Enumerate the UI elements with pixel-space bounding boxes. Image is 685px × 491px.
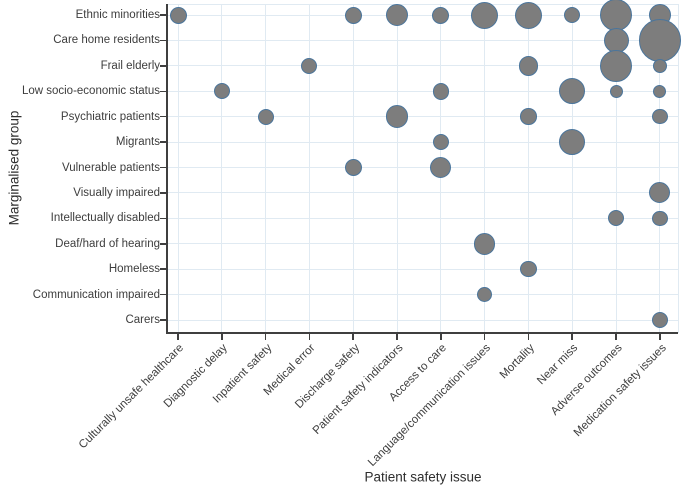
- bubble: [301, 57, 318, 74]
- bubble: [213, 83, 230, 100]
- bubble: [608, 210, 624, 227]
- h-gridline: [168, 192, 678, 194]
- h-gridline: [168, 14, 678, 16]
- bubble: [344, 6, 362, 24]
- y-tick-label: Low socio-economic status: [21, 85, 160, 98]
- y-tick: [160, 39, 166, 42]
- bubble: [652, 210, 668, 227]
- y-tick-label: Psychiatric patients: [60, 110, 160, 123]
- x-axis-line: [166, 332, 678, 334]
- y-tick: [160, 243, 166, 245]
- y-tick: [160, 14, 166, 16]
- x-axis-title: Patient safety issue: [364, 469, 482, 485]
- x-tick-label: Near miss: [535, 342, 581, 388]
- h-gridline: [168, 167, 678, 169]
- y-tick-label: Ethnic minorities: [75, 8, 160, 21]
- x-tick: [177, 334, 179, 340]
- bubble: [344, 159, 362, 177]
- x-tick: [352, 334, 354, 340]
- y-tick: [160, 90, 166, 92]
- x-tick-label: Mortality: [497, 342, 537, 382]
- x-tick: [571, 334, 573, 340]
- y-tick-label: Vulnerable patients: [61, 161, 160, 174]
- h-gridline: [168, 217, 678, 219]
- bubble: [430, 157, 452, 179]
- y-axis-line: [166, 4, 168, 334]
- bubble: [476, 286, 493, 303]
- bubble: [638, 19, 682, 62]
- bubble: [385, 105, 409, 128]
- x-tick: [396, 334, 398, 340]
- bubble: [432, 133, 450, 151]
- x-tick: [483, 334, 486, 340]
- y-tick: [160, 192, 166, 194]
- h-gridline: [168, 39, 678, 41]
- h-gridline: [168, 141, 678, 143]
- y-tick-label: Migrants: [115, 135, 160, 148]
- plot-area: [168, 4, 679, 333]
- bubble: [559, 78, 586, 105]
- y-tick-label: Visually impaired: [73, 186, 160, 199]
- x-tick: [221, 334, 223, 340]
- y-tick: [160, 65, 166, 67]
- y-axis-title: Marginalised group: [6, 110, 22, 226]
- y-tick-label: Intellectually disabled: [50, 212, 160, 225]
- y-tick: [160, 166, 166, 169]
- x-tick: [308, 334, 311, 340]
- x-tick: [264, 334, 267, 340]
- x-tick-label: Medication safety issues: [571, 342, 669, 440]
- bubble: [652, 108, 668, 125]
- bubble: [432, 82, 450, 100]
- bubble: [609, 84, 623, 98]
- bubble: [432, 6, 450, 24]
- y-tick: [160, 141, 166, 143]
- bubble: [520, 260, 537, 278]
- y-tick: [160, 217, 166, 220]
- y-tick-label: Frail elderly: [100, 59, 160, 72]
- y-tick: [160, 268, 166, 270]
- y-tick-label: Carers: [125, 313, 160, 326]
- bubble: [257, 108, 274, 125]
- x-tick: [615, 334, 617, 340]
- x-tick: [659, 334, 661, 340]
- h-gridline: [168, 116, 678, 118]
- y-tick: [160, 293, 166, 296]
- bubble: [518, 56, 539, 76]
- bubble: [600, 49, 632, 82]
- x-tick: [440, 334, 442, 340]
- bubble: [651, 311, 669, 329]
- bubble: [169, 6, 187, 24]
- bubble: [603, 27, 629, 53]
- h-gridline: [168, 90, 678, 92]
- y-tick: [160, 115, 166, 118]
- h-gridline: [168, 294, 678, 296]
- h-gridline: [168, 243, 678, 245]
- bubble: [649, 182, 671, 204]
- bubble: [564, 7, 581, 23]
- y-tick-label: Homeless: [108, 262, 160, 275]
- y-tick-label: Care home residents: [53, 34, 160, 47]
- h-gridline: [168, 268, 678, 270]
- y-tick-label: Deaf/hard of hearing: [55, 237, 160, 250]
- bubble: [473, 232, 496, 255]
- x-tick: [527, 334, 530, 340]
- bubble: [559, 129, 586, 156]
- y-tick: [160, 319, 166, 321]
- h-gridline: [168, 65, 678, 67]
- bubble: [386, 4, 408, 26]
- bubble: [653, 84, 667, 98]
- bubble: [652, 58, 667, 73]
- bubble: [471, 1, 499, 29]
- y-tick-label: Communication impaired: [32, 288, 160, 301]
- bubble: [514, 1, 542, 29]
- h-gridline: [168, 319, 678, 321]
- bubble: [520, 108, 537, 125]
